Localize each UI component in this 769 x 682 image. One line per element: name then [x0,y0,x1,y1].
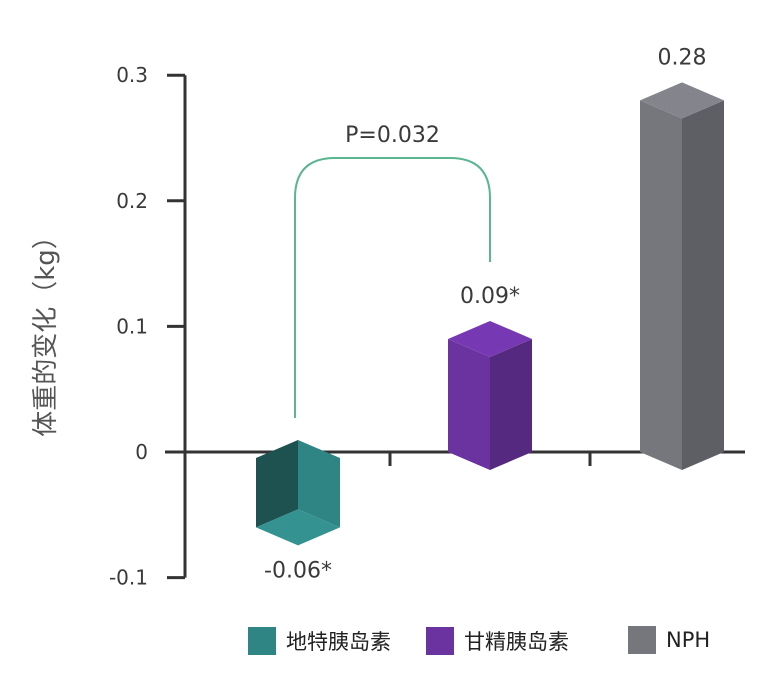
data-label-detemir: -0.06* [264,558,332,583]
bar-face-right [682,100,724,470]
data-label-nph: 0.28 [658,45,707,70]
legend-item-glargine: 甘精胰岛素 [426,626,569,656]
significance-annotation: P=0.032 [294,123,491,418]
bar-face-left [448,338,490,470]
bar-nph: 0.28 [640,45,724,470]
y-tick-label: -0.1 [109,566,148,590]
data-label-glargine: 0.09* [460,284,520,309]
legend-swatch-glargine [426,627,454,655]
bar-face-top [448,320,532,357]
bar-face-top [640,82,724,119]
y-tick-label: 0.2 [116,189,148,213]
legend-item-detemir: 地特胰岛素 [248,626,391,656]
y-axis: -0.1 0 0.1 0.2 0.3 [109,63,187,590]
p-value-label: P=0.032 [345,123,440,148]
y-tick-label: 0 [135,440,148,464]
legend-swatch-detemir [248,627,276,655]
significance-bracket [294,157,491,418]
legend-swatch-nph [628,626,656,654]
legend-label-glargine: 甘精胰岛素 [464,630,569,654]
bar-face-inner [256,440,298,528]
bar-detemir: -0.06* [256,440,340,583]
bar-face-right [298,440,340,528]
bar-face-bottom [256,509,340,546]
y-tick-label: 0.3 [116,63,148,87]
legend-item-nph: NPH [628,626,710,654]
y-axis-label: 体重的变化（kg） [31,223,61,437]
legend-label-detemir: 地特胰岛素 [286,630,391,654]
y-tick-label: 0.1 [116,314,148,338]
legend-label-nph: NPH [666,628,711,652]
legend: 地特胰岛素 甘精胰岛素 NPH [0,626,769,662]
bar-glargine: 0.09* [448,284,532,470]
bar-face-right [490,338,532,470]
bars-group: -0.06* 0.09* 0.28 [256,45,724,583]
bar-face-left [640,100,682,470]
